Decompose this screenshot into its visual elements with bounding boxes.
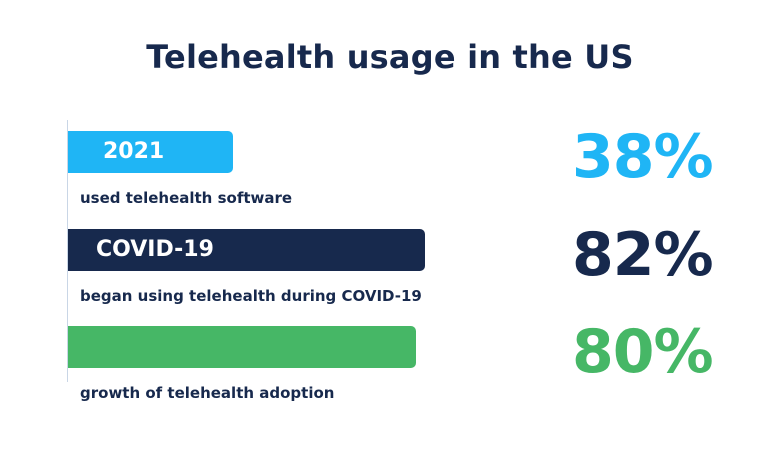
value-label-1: 38% [572, 122, 714, 192]
bar-3 [68, 326, 416, 368]
bar-1: 2021 [68, 131, 233, 173]
bar-description-3: growth of telehealth adoption [80, 384, 335, 402]
bar-2: COVID-19 [68, 229, 425, 271]
value-label-3: 80% [572, 317, 714, 387]
bar-description-2: began using telehealth during COVID-19 [80, 287, 422, 305]
axis-line [67, 120, 68, 382]
bar-label-2: COVID-19 [96, 237, 214, 262]
bar-label-1: 2021 [103, 139, 165, 164]
value-label-2: 82% [572, 220, 714, 290]
chart-title: Telehealth usage in the US [146, 38, 634, 76]
bar-description-1: used telehealth software [80, 189, 293, 207]
